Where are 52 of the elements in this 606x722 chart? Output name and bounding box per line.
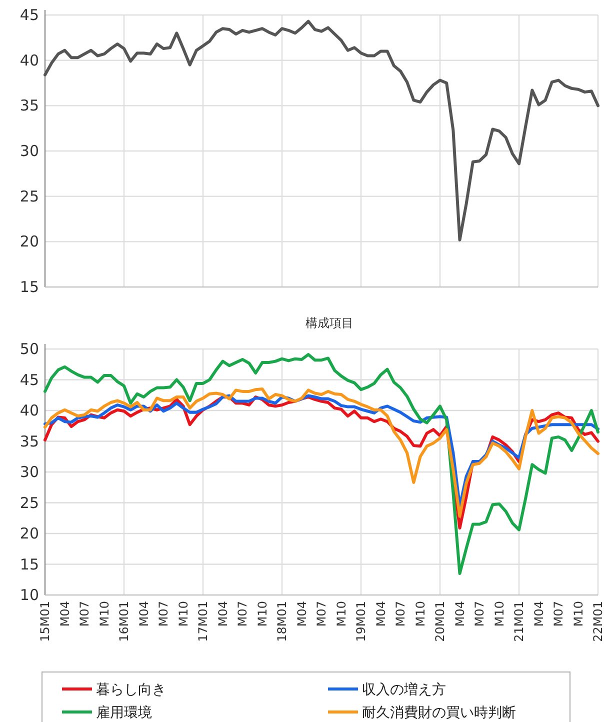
y-tick-label: 20 — [20, 524, 39, 542]
y-tick-label: 40 — [20, 402, 39, 420]
legend-label: 収入の増え方 — [362, 681, 446, 698]
x-tick-label: M04 — [58, 601, 72, 627]
x-tick-label: M10 — [97, 601, 112, 627]
x-tick-label: 22M01 — [591, 601, 605, 642]
x-tick-label: M10 — [255, 601, 270, 627]
legend-label: 雇用環境 — [96, 705, 152, 721]
chart-title: 構成項目 — [306, 316, 354, 330]
x-tick-label: M10 — [492, 601, 506, 627]
y-tick-label: 20 — [20, 232, 39, 251]
x-tick-label: 16M01 — [117, 601, 131, 642]
x-tick-label: M04 — [216, 601, 230, 627]
y-tick-label: 45 — [20, 370, 39, 389]
x-tick-label: 17M01 — [196, 601, 210, 642]
x-tick-label: 19M01 — [354, 601, 368, 642]
x-tick-label: 20M01 — [433, 601, 447, 642]
x-tick-label: M07 — [394, 601, 408, 627]
x-tick-label: 21M01 — [512, 601, 526, 642]
x-tick-label: M07 — [314, 601, 328, 627]
x-tick-label: M07 — [236, 601, 250, 627]
y-tick-label: 15 — [20, 555, 39, 574]
line-series — [44, 20, 600, 242]
y-tick-label: 10 — [20, 586, 39, 604]
y-tick-label: 35 — [20, 432, 39, 450]
y-tick-label: 25 — [20, 187, 39, 206]
x-tick-label: M10 — [176, 601, 190, 627]
y-tick-label: 50 — [20, 340, 39, 358]
y-tick-label: 30 — [20, 463, 39, 481]
x-tick-label: M07 — [78, 601, 92, 627]
legend-label: 暮らし向き — [96, 682, 166, 698]
y-tick-label: 30 — [20, 142, 39, 160]
x-tick-label: M07 — [552, 601, 566, 627]
x-tick-label: M07 — [472, 601, 486, 627]
x-tick-label: M04 — [374, 601, 388, 627]
y-tick-label: 15 — [20, 278, 39, 296]
x-tick-label: M07 — [156, 601, 170, 627]
y-tick-label: 25 — [20, 494, 39, 512]
x-tick-label: 18M01 — [275, 601, 289, 642]
x-tick-label: M04 — [532, 601, 546, 627]
x-tick-label: M04 — [294, 601, 309, 627]
x-tick-label: M04 — [136, 601, 151, 627]
legend-label: 耐久消費財の買い時判断 — [362, 705, 516, 721]
y-tick-label: 35 — [20, 96, 39, 115]
x-tick-label: 15M01 — [38, 601, 52, 642]
x-tick-label: M04 — [452, 601, 467, 627]
line-series — [44, 353, 600, 575]
y-tick-label: 40 — [20, 51, 39, 70]
x-tick-label: M10 — [334, 601, 348, 627]
x-tick-label: M10 — [571, 601, 586, 627]
y-tick-label: 45 — [20, 6, 39, 24]
x-tick-label: M10 — [413, 601, 428, 627]
